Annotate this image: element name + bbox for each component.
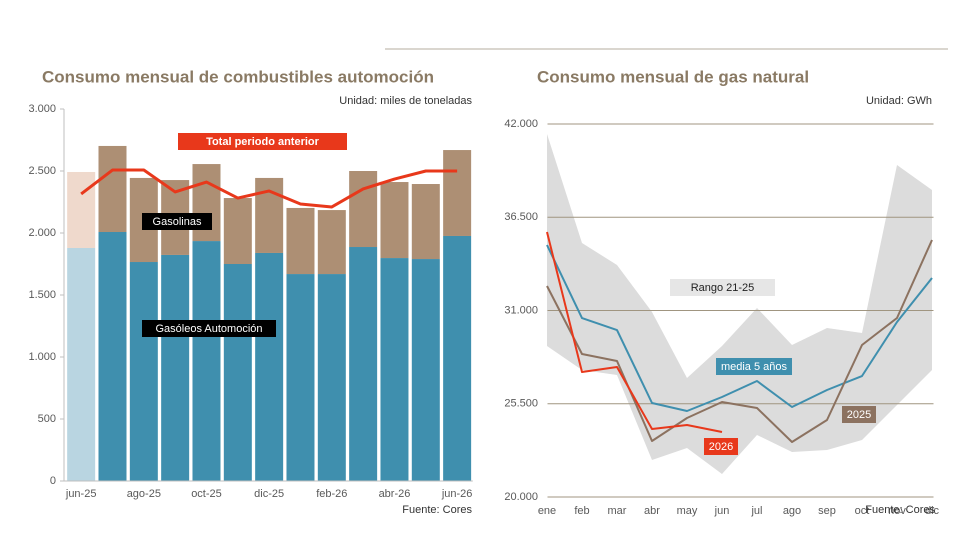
legend-label: Rango 21-25 (691, 282, 755, 294)
legend-box (842, 406, 876, 423)
legend-box (142, 213, 212, 230)
bar-segment (223, 264, 252, 481)
series-line (546, 239, 933, 443)
legend-label: Total periodo anterior (206, 136, 320, 148)
x-tick-label: feb-26 (316, 488, 347, 500)
x-tick-label: oct-25 (191, 488, 222, 500)
x-tick-label: ene (538, 505, 556, 517)
bar-segment (380, 258, 409, 481)
y-tick-label: 20.000 (504, 491, 538, 503)
y-tick-label: 3.000 (28, 103, 56, 115)
bar-segment (255, 252, 284, 481)
x-tick-label: mar (608, 505, 627, 517)
bar-segment (98, 232, 127, 481)
y-tick-label: 2.500 (28, 165, 56, 177)
legend-box (142, 320, 276, 337)
y-tick-label: 25.500 (504, 398, 538, 410)
y-tick-label: 2.000 (28, 227, 56, 239)
source-label: Fuente: Cores (402, 504, 472, 516)
y-tick-label: 36.500 (504, 211, 538, 223)
bar-segment (411, 184, 440, 260)
bar-segment (411, 259, 440, 481)
legend-label: Gasolinas (153, 216, 202, 228)
legend-box (670, 279, 775, 296)
y-tick-label: 0 (50, 475, 56, 487)
bar-segment (98, 145, 127, 233)
x-tick-label: jul (750, 505, 762, 517)
bar-segment (349, 171, 378, 248)
x-tick-label: ago (783, 505, 801, 517)
series-line (546, 244, 933, 413)
series-line (546, 231, 723, 433)
bar-segment (443, 150, 472, 236)
chart-title: Consumo mensual de combustibles automoci… (42, 67, 434, 86)
y-tick-label: 31.000 (504, 304, 538, 316)
bar-segment (161, 254, 190, 481)
x-tick-label: dic-25 (254, 488, 284, 500)
bar-segment (380, 182, 409, 259)
x-tick-label: jun (714, 505, 730, 517)
x-tick-label: oct (855, 505, 870, 517)
bar-segment (192, 241, 221, 481)
x-tick-label: dic (925, 505, 940, 517)
bar-segment (129, 262, 158, 481)
legend-label: 2025 (847, 409, 871, 421)
unit-label: Unidad: miles de toneladas (339, 95, 472, 107)
bar-segment (67, 171, 96, 249)
x-tick-label: abr (644, 505, 660, 517)
legend-label: Gasóleos Automoción (155, 323, 262, 335)
bar-segment (286, 274, 315, 481)
y-tick-label: 1.000 (28, 351, 56, 363)
bar-segment (286, 207, 315, 275)
bar-segment (443, 235, 472, 481)
y-tick-label: 42.000 (504, 118, 538, 130)
x-tick-label: may (677, 505, 698, 517)
x-tick-label: jun-25 (65, 488, 97, 500)
bar-segment (349, 247, 378, 481)
y-tick-label: 500 (38, 413, 56, 425)
x-tick-label: jun-26 (441, 488, 473, 500)
bar-segment (317, 274, 346, 481)
x-tick-label: nov (888, 505, 906, 517)
chart-title: Consumo mensual de gas natural (537, 67, 809, 86)
bar-segment (223, 198, 252, 264)
series-line (80, 168, 458, 209)
legend-label: 2026 (709, 441, 733, 453)
bar-segment (255, 177, 284, 253)
source-label: Fuente: Cores (865, 504, 935, 516)
x-tick-label: abr-26 (379, 488, 411, 500)
x-tick-label: feb (574, 505, 589, 517)
bar-segment (317, 210, 346, 275)
x-tick-label: ago-25 (127, 488, 161, 500)
legend-box (704, 438, 738, 455)
legend-box (716, 358, 792, 375)
bar-segment (67, 248, 96, 481)
y-tick-label: 1.500 (28, 289, 56, 301)
x-tick-label: sep (818, 505, 836, 517)
unit-label: Unidad: GWh (866, 95, 932, 107)
legend-box (178, 133, 347, 150)
legend-label: media 5 años (721, 361, 788, 373)
range-band (547, 134, 932, 474)
